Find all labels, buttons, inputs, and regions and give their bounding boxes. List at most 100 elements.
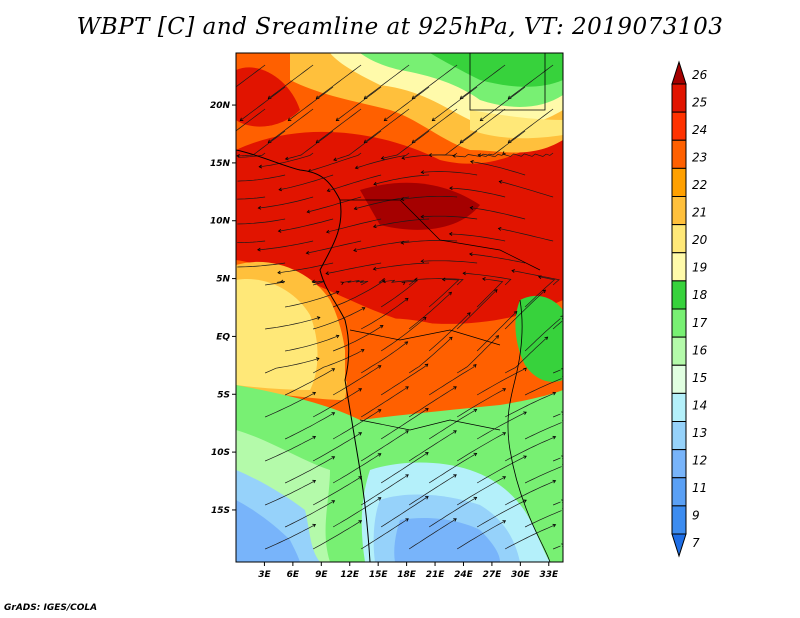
colorbar-label: 24 [692,123,707,137]
streamline [428,453,477,484]
streamline-arrow [425,408,429,412]
streamline-arrow [331,412,336,416]
colorbar-box [671,336,687,366]
streamline [508,108,554,143]
streamline-arrow [561,368,563,372]
streamline [265,317,320,330]
lon-tick-label: 21E [426,570,446,580]
streamline-arrow [335,290,340,295]
wbpt-max-core [360,182,480,230]
streamline-arrow [358,432,363,436]
streamline [268,108,314,143]
streamline [285,130,334,160]
streamline-arrow [523,499,527,503]
streamline-arrow [498,180,503,184]
streamline [326,218,382,233]
colorbar-label: 26 [692,68,708,82]
streamline [511,270,560,286]
streamline [264,392,316,418]
lat-tick-label: 15N [210,159,231,169]
streamline-arrow [469,206,474,210]
colorbar-box [671,280,687,310]
colorbar: 7 9 11 12 13 14 15 16 17 18 19 20 21 22 23 24 25 26 [671,60,708,558]
streamline-arrow [401,281,406,286]
sahel-border [340,199,541,271]
footer-credit: GrADS: IGES/COLA [4,603,98,613]
east-border [507,299,551,562]
streamline [236,108,266,131]
streamline [552,457,561,462]
streamline-arrow [340,281,345,286]
streamline-arrow [574,525,577,528]
streamline-arrow [482,277,486,281]
streamline [480,86,526,121]
streamline-arrow [561,543,563,548]
streamline-arrow [544,336,549,341]
streamline-arrow [431,117,436,122]
streamline [402,152,458,159]
streamline-arrow [404,297,409,302]
streamline [326,262,382,274]
streamline [284,412,335,440]
streamline [384,86,430,121]
streamline [373,262,430,270]
streamline-arrow [473,452,478,457]
streamline [502,152,554,157]
streamline [360,298,409,330]
streamline [504,480,556,506]
streamline-arrow [453,518,457,522]
streamline [360,474,409,506]
streamline-arrow [473,408,478,413]
streamline-arrow [257,247,261,252]
streamline [504,289,546,330]
streamline [312,432,362,462]
streamline [332,365,381,396]
southern-border [359,419,501,431]
streamline [327,174,382,192]
streamline-arrow [326,188,331,193]
lon-tick-label: 18E [397,570,417,580]
streamline [332,497,381,528]
streamline-arrow [422,316,427,321]
streamline-arrow [552,479,557,484]
streamline [277,262,334,274]
streamline [449,187,506,198]
streamline-arrow [312,523,317,528]
streamline-arrow [473,496,478,501]
streamline-arrow [420,259,425,264]
wbpt-gulf-mild [236,279,318,390]
streamline-arrow [569,217,572,220]
streamline [284,368,335,396]
streamline [476,411,527,440]
northeast-border [469,53,546,111]
streamline [284,456,335,484]
streamline-arrow [405,386,409,390]
streamline [414,278,464,286]
colorbar-bottom-arrow [671,533,687,558]
streamline-arrow [573,305,576,308]
streamline-arrow [561,455,563,460]
streamline-arrow [400,197,405,201]
lat-tick-label: 5N [216,275,230,285]
streamline-arrow [420,170,425,175]
streamline-arrow [405,518,409,522]
streamline [408,430,457,462]
streamline [460,108,506,143]
streamline [278,218,334,232]
colorbar-label: 25 [692,96,707,110]
streamline [312,520,362,550]
streamline [332,453,381,484]
streamline-arrow [306,209,311,214]
lat-tick-label: 20N [210,101,231,111]
colorbar-box [671,421,687,451]
streamline [449,233,506,242]
streamline-arrow [467,312,471,316]
streamline-arrow [453,386,457,390]
streamline-arrow [316,316,321,320]
streamline-arrow [377,365,382,369]
streamline [428,364,477,396]
streamline-arrow [469,252,473,257]
streamline-arrow [452,154,456,158]
colorbar-box [671,505,687,535]
streamline-arrow [574,437,577,440]
